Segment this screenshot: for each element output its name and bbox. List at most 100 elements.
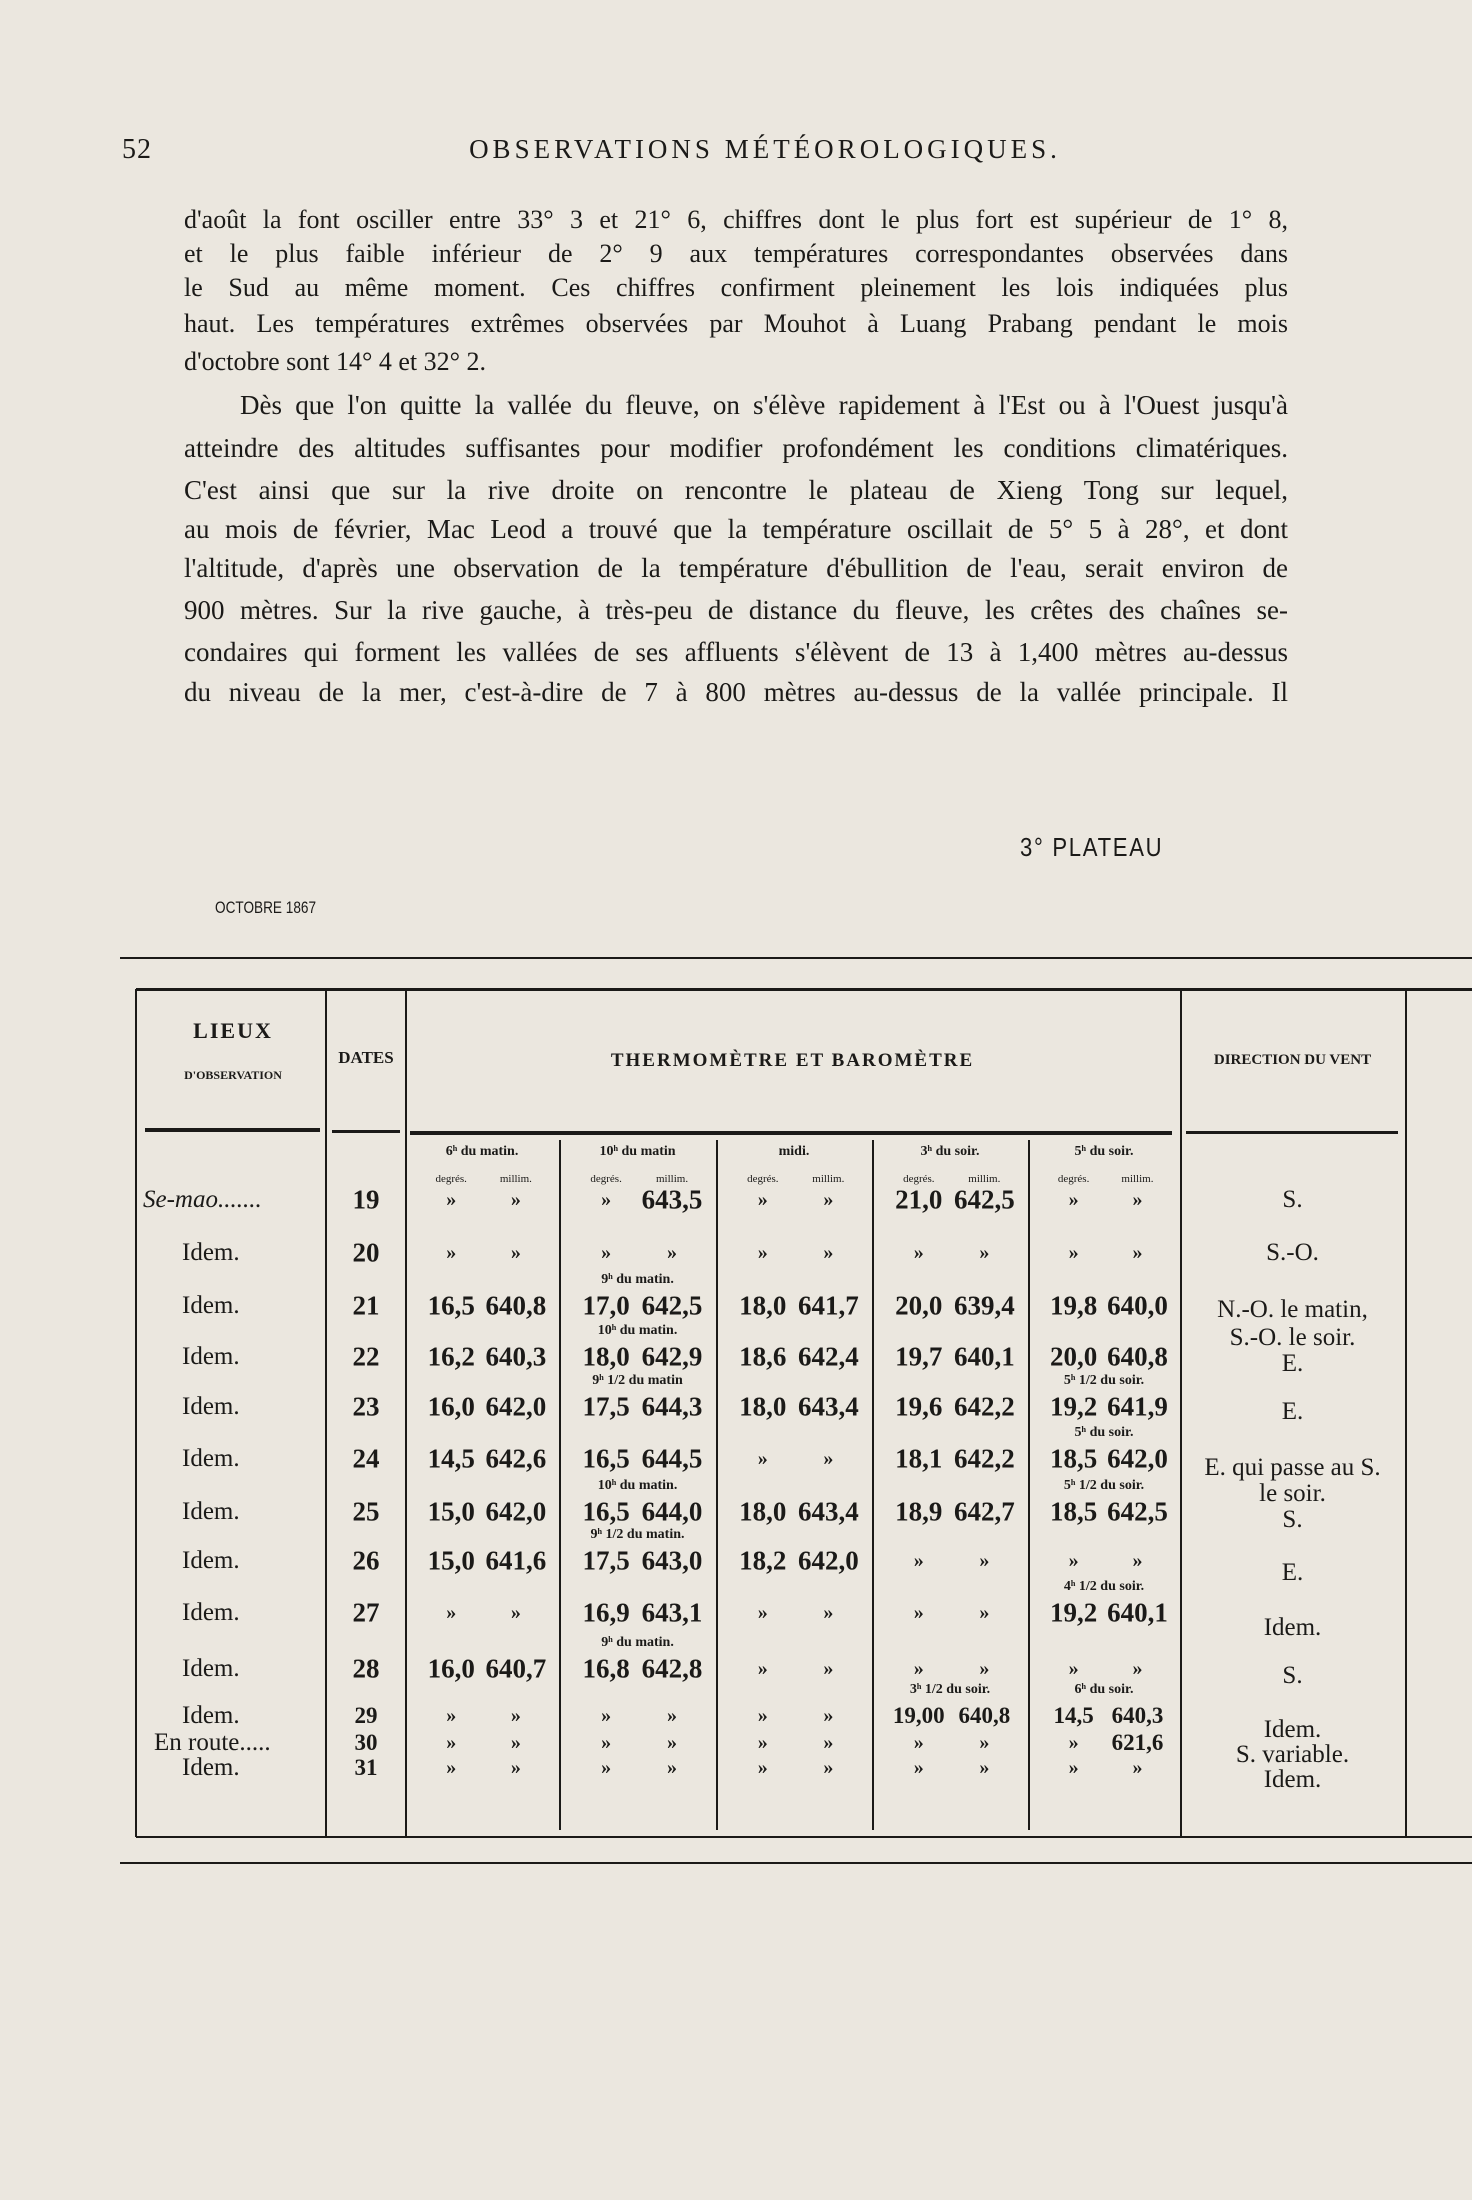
wind-direction: S. [1282, 1186, 1303, 1213]
paragraph-line: 900 mètres. Sur la rive gauche, à très-p… [184, 595, 1288, 625]
date-cell: 31 [354, 1755, 378, 1780]
table-bottom-rule [120, 1862, 1472, 1864]
temperature-cell: » [601, 1704, 612, 1727]
place-name: Idem. [182, 1655, 240, 1682]
pressure-cell: 640,8 [958, 1703, 1011, 1728]
time-note: 9ʰ du matin. [601, 1272, 674, 1287]
place-name: Idem. [182, 1343, 240, 1370]
pressure-cell: » [1132, 1241, 1143, 1264]
paragraph-line: l'altitude, d'après une observation de l… [184, 553, 1288, 583]
time-note: 9ʰ 1/2 du matin. [590, 1527, 685, 1542]
pressure-cell: 642,9 [641, 1341, 703, 1372]
temperature-cell: » [446, 1756, 457, 1779]
temperature-cell: » [446, 1241, 457, 1264]
pressure-cell: » [510, 1704, 521, 1727]
unit-degrees: degrés. [435, 1173, 467, 1185]
unit-degrees: degrés. [590, 1173, 622, 1185]
temperature-cell: » [913, 1549, 924, 1572]
paragraph-line: Dès que l'on quitte la vallée du fleuve,… [240, 390, 1288, 420]
time-note: 6ʰ du soir. [1074, 1682, 1134, 1697]
header-dates: DATES [338, 1048, 394, 1067]
wind-direction: E. [1281, 1559, 1304, 1586]
temperature-cell: 17,5 [582, 1545, 630, 1576]
pressure-cell: » [823, 1601, 834, 1624]
temperature-cell: 15,0 [427, 1545, 475, 1576]
temperature-cell: » [1068, 1731, 1079, 1754]
pressure-cell: 642,2 [953, 1391, 1015, 1422]
temperature-cell: » [757, 1756, 768, 1779]
temperature-cell: 18,6 [739, 1341, 787, 1372]
place-name: Idem. [182, 1599, 240, 1626]
temperature-cell: » [446, 1704, 457, 1727]
pressure-cell: 642,6 [485, 1443, 547, 1474]
column-rule [325, 989, 327, 1837]
temperature-cell: » [601, 1756, 612, 1779]
paragraph-line: le Sud au même moment. Ces chiffres conf… [184, 273, 1288, 302]
pressure-cell: » [1132, 1756, 1143, 1779]
wind-direction: S. variable. [1235, 1741, 1350, 1768]
temperature-cell: 19,7 [895, 1341, 943, 1372]
wind-direction: le soir. [1259, 1480, 1326, 1507]
unit-millimeters: millim. [968, 1173, 1001, 1185]
paragraph-line: d'octobre sont 14° 4 et 32° 2. [184, 347, 487, 376]
pressure-cell: » [823, 1657, 834, 1680]
column-rule [1405, 989, 1407, 1837]
temperature-cell: 14,5 [1053, 1703, 1094, 1728]
wind-direction: S. [1282, 1506, 1303, 1533]
wind-direction: N.-O. le matin, [1217, 1296, 1368, 1323]
table-month: OCTOBRE 1867 [215, 898, 317, 917]
place-name: Se-mao....... [143, 1186, 262, 1213]
temperature-cell: 18,0 [582, 1341, 630, 1372]
page-number: 52 [122, 134, 152, 165]
temperature-cell: 19,00 [892, 1703, 945, 1728]
temperature-cell: » [1068, 1657, 1079, 1680]
temperature-cell: 20,0 [895, 1290, 943, 1321]
temperature-cell: » [913, 1241, 924, 1264]
temperature-cell: 16,5 [582, 1496, 630, 1527]
time-header: 10ʰ du matin [599, 1144, 676, 1159]
temperature-cell: » [757, 1731, 768, 1754]
pressure-cell: » [823, 1447, 834, 1470]
pressure-cell: 644,0 [641, 1496, 703, 1527]
unit-millimeters: millim. [812, 1173, 845, 1185]
header-rule [1186, 1131, 1398, 1134]
temperature-cell: » [757, 1188, 768, 1211]
pressure-cell: 642,0 [485, 1496, 547, 1527]
temperature-cell: » [757, 1657, 768, 1680]
temperature-cell: 18,0 [739, 1496, 787, 1527]
temperature-cell: » [913, 1601, 924, 1624]
place-name: Idem. [182, 1292, 240, 1319]
temperature-cell: » [1068, 1188, 1079, 1211]
pressure-cell: » [667, 1731, 678, 1754]
temperature-cell: 16,0 [427, 1653, 475, 1684]
pressure-cell: 644,3 [641, 1391, 703, 1422]
time-note: 10ʰ du matin. [597, 1323, 678, 1338]
temperature-cell: 21,0 [895, 1184, 943, 1215]
date-cell: 30 [354, 1730, 378, 1755]
header-rule [410, 1131, 1172, 1135]
temperature-cell: » [1068, 1549, 1079, 1572]
unit-degrees: degrés. [903, 1173, 935, 1185]
time-note: 9ʰ du matin. [601, 1635, 674, 1650]
time-note: 9ʰ 1/2 du matin [592, 1373, 683, 1388]
temperature-cell: » [446, 1601, 457, 1624]
temperature-cell: 19,6 [895, 1391, 943, 1422]
temperature-cell: 15,0 [427, 1496, 475, 1527]
temperature-cell: » [757, 1447, 768, 1470]
temperature-cell: 18,2 [739, 1545, 787, 1576]
pressure-cell: 642,5 [953, 1184, 1015, 1215]
column-rule [559, 1140, 561, 1830]
pressure-cell: 640,3 [485, 1341, 547, 1372]
pressure-cell: 642,0 [797, 1545, 859, 1576]
paragraph-line: C'est ainsi que sur la rive droite on re… [184, 475, 1288, 505]
time-note: 10ʰ du matin. [597, 1478, 678, 1493]
column-rule [135, 989, 137, 1837]
pressure-cell: 642,0 [1107, 1443, 1168, 1474]
pressure-cell: » [510, 1601, 521, 1624]
pressure-cell: » [667, 1704, 678, 1727]
place-name: Idem. [182, 1498, 240, 1525]
paragraph-line: au mois de février, Mac Leod a trouvé qu… [184, 514, 1288, 544]
date-cell: 21 [352, 1290, 380, 1321]
column-rule [716, 1140, 718, 1830]
temperature-cell: 18,1 [895, 1443, 943, 1474]
